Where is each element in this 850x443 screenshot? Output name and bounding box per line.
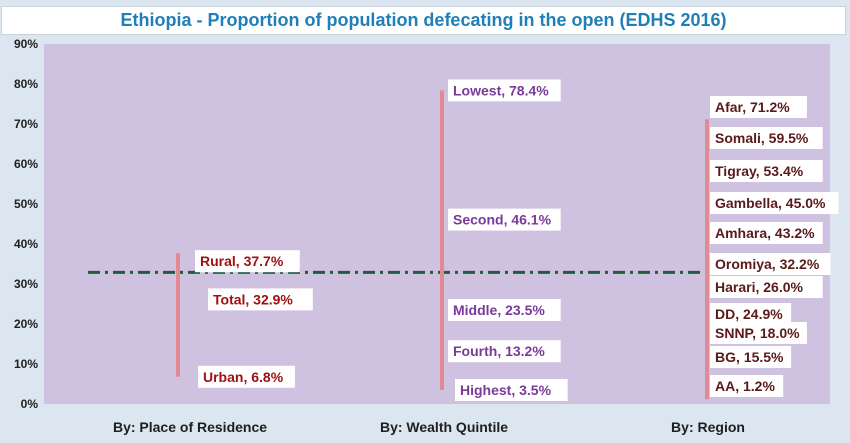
category-label: By: Region — [671, 419, 745, 435]
y-tick-label: 0% — [21, 397, 39, 411]
point-label-box — [710, 253, 831, 275]
point-label-box — [710, 303, 792, 325]
y-tick-label: 50% — [14, 197, 38, 211]
plot-area — [44, 44, 830, 404]
point-label-box — [448, 299, 561, 321]
point-label-box — [448, 208, 561, 231]
y-tick-label: 80% — [14, 77, 38, 91]
point-label-box — [710, 375, 784, 397]
y-tick-label: 70% — [14, 117, 38, 131]
point-label: Second, 46.1% — [453, 212, 552, 228]
point-label-box — [195, 250, 300, 273]
y-tick-label: 40% — [14, 237, 38, 251]
point-label-box — [710, 322, 807, 344]
total-label-box — [208, 288, 313, 311]
y-tick-label: 30% — [14, 277, 38, 291]
point-label-box — [448, 340, 561, 363]
point-label-box — [710, 96, 807, 118]
point-label: AA, 1.2% — [715, 378, 775, 394]
point-label: Rural, 37.7% — [200, 253, 284, 269]
y-tick-label: 10% — [14, 357, 38, 371]
total-label: Total, 32.9% — [213, 291, 293, 307]
point-label: Oromiya, 32.2% — [715, 256, 820, 272]
point-label: Afar, 71.2% — [715, 99, 790, 115]
point-label: DD, 24.9% — [715, 306, 783, 322]
point-label: BG, 15.5% — [715, 349, 784, 365]
category-label: By: Wealth Quintile — [380, 419, 508, 435]
point-label: Highest, 3.5% — [460, 382, 552, 398]
point-label-box — [198, 365, 295, 388]
point-label-box — [710, 222, 823, 244]
point-label-box — [710, 160, 823, 182]
point-label: Somali, 59.5% — [715, 130, 809, 146]
category-label: By: Place of Residence — [113, 419, 267, 435]
point-label: Fourth, 13.2% — [453, 343, 545, 359]
point-label: Lowest, 78.4% — [453, 82, 549, 98]
point-label: Tigray, 53.4% — [715, 163, 804, 179]
chart-title: Ethiopia - Proportion of population defe… — [1, 6, 846, 35]
point-label-box — [710, 276, 823, 298]
point-label: Amhara, 43.2% — [715, 225, 815, 241]
y-tick-label: 20% — [14, 317, 38, 331]
point-label-box — [448, 79, 561, 102]
point-label-box — [710, 346, 792, 368]
point-label: Middle, 23.5% — [453, 302, 545, 318]
point-label: Urban, 6.8% — [203, 369, 284, 385]
point-label: Gambella, 45.0% — [715, 195, 826, 211]
point-label: SNNP, 18.0% — [715, 325, 800, 341]
point-label-box — [455, 379, 568, 401]
point-label-box — [710, 127, 823, 149]
point-label-box — [710, 192, 839, 214]
point-label: Harari, 26.0% — [715, 279, 803, 295]
y-tick-label: 90% — [14, 37, 38, 51]
y-tick-label: 60% — [14, 157, 38, 171]
